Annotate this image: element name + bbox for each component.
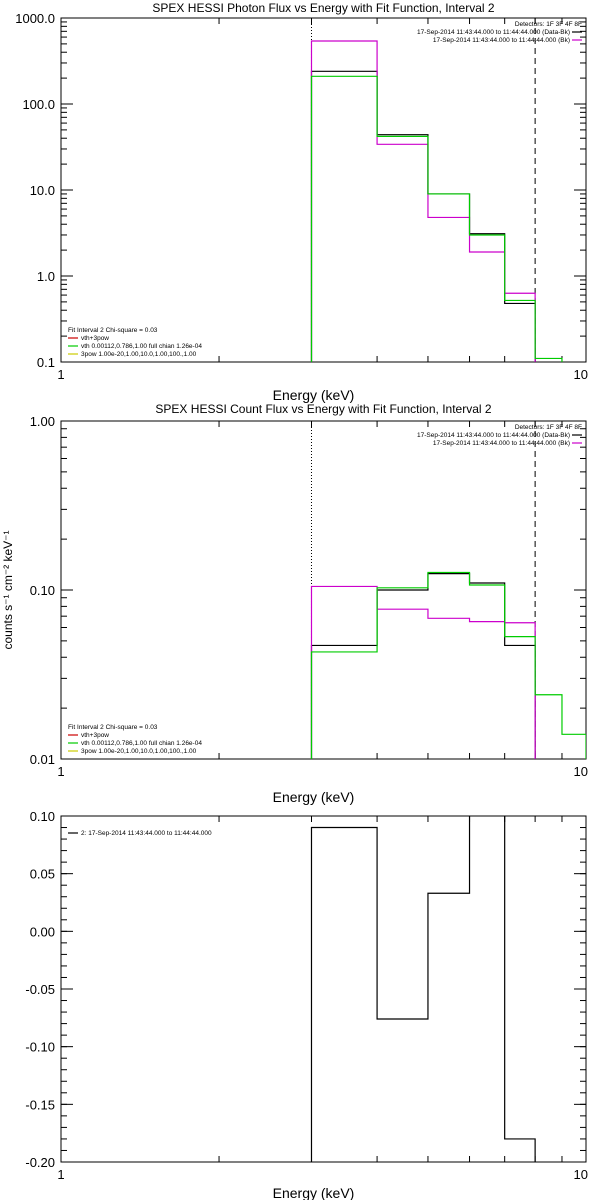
legend-left-label: vth+3pow <box>81 335 109 342</box>
y-tick-label: -0.20 <box>25 1155 55 1170</box>
x-axis-label: Energy (keV) <box>273 1185 355 1200</box>
series-data-bk <box>310 70 536 362</box>
legend-left-label: 3pow 1.00e-20,1.00,10.0,1.00,100.,1.00 <box>81 748 197 755</box>
y-tick-label: 0.01 <box>30 752 55 767</box>
legend-right-label: 17-Sep-2014 11:43:44.000 to 11:44:44.000… <box>417 432 570 439</box>
legend-left-label: Fit Interval 2 Chi-square = 0.03 <box>68 724 158 731</box>
series-bk <box>310 585 536 759</box>
detectors-label: Detectors: 1F 3F 4F 8F <box>515 424 582 431</box>
y-tick-label: 0.10 <box>30 809 55 824</box>
x-axis-label: Energy (keV) <box>273 387 355 403</box>
x-tick-label: 10 <box>574 764 588 779</box>
chart-panel-3: 1 10 Energy (keV) -0.20 -0.15 -0.10 -0.05 0.00 0… <box>25 809 588 1200</box>
legend-right-label: 17-Sep-2014 11:43:44.000 to 11:44:44.000… <box>433 37 570 44</box>
legend-left-label: 3pow 1.00e-20,1.00,10.0,1.00,100.,1.00 <box>81 351 197 358</box>
legend-left-label: vth 0.00112,0.786,1.00 full chian 1.26e-… <box>81 343 202 350</box>
y-tick-label: 10.0 <box>30 183 55 198</box>
y-tick-label: 1000.0 <box>15 11 55 26</box>
chart-panel-2: SPEX HESSI Count Flux vs Energy with Fit… <box>1 402 588 805</box>
series-2-17-sep-2014-11-43-44-000-to-11-44-44-000 <box>310 816 536 1162</box>
chart-title: SPEX HESSI Photon Flux vs Energy with Fi… <box>152 1 494 15</box>
series-vth <box>310 571 586 759</box>
y-tick-label: 0.10 <box>30 583 55 598</box>
plot-frame <box>60 420 587 760</box>
y-axis-label: counts s⁻¹ cm⁻² keV⁻¹ <box>1 530 15 649</box>
y-tick-label: -0.05 <box>25 982 55 997</box>
y-tick-label: 0.1 <box>37 355 55 370</box>
series-vth <box>310 75 563 362</box>
x-tick-label: 1 <box>57 367 64 382</box>
series-data-bk <box>310 573 536 759</box>
plot-frame <box>60 815 587 1163</box>
legend-right-label: 17-Sep-2014 11:43:44.000 to 11:44:44.000… <box>417 29 570 36</box>
y-tick-label: 1.0 <box>37 269 55 284</box>
plot-frame <box>60 17 587 363</box>
legend-left-label: Fit Interval 2 Chi-square = 0.03 <box>68 327 158 334</box>
legend-left-label: 2: 17-Sep-2014 11:43:44.000 to 11:44:44.… <box>81 830 212 837</box>
chart-title: SPEX HESSI Count Flux vs Energy with Fit… <box>155 402 491 416</box>
y-tick-label: 0.05 <box>30 867 55 882</box>
y-tick-label: 0.00 <box>30 924 55 939</box>
legend-right-label: 17-Sep-2014 11:43:44.000 to 11:44:44.000… <box>433 440 570 447</box>
y-tick-label: 1.00 <box>30 414 55 429</box>
legend-left-label: vth+3pow <box>81 732 109 739</box>
series-bk <box>310 40 536 362</box>
chart-panel-1: SPEX HESSI Photon Flux vs Energy with Fi… <box>15 1 588 403</box>
x-tick-label: 1 <box>57 1167 64 1182</box>
detectors-label: Detectors: 1F 3F 4F 8F <box>515 21 582 28</box>
y-tick-label: -0.10 <box>25 1040 55 1055</box>
x-tick-label: 1 <box>57 764 64 779</box>
y-tick-label: -0.15 <box>25 1097 55 1112</box>
x-axis-label: Energy (keV) <box>273 789 355 805</box>
x-tick-label: 10 <box>574 1167 588 1182</box>
y-tick-label: 100.0 <box>22 97 55 112</box>
x-tick-label: 10 <box>574 367 588 382</box>
legend-left-label: vth 0.00112,0.786,1.00 full chian 1.26e-… <box>81 740 202 747</box>
